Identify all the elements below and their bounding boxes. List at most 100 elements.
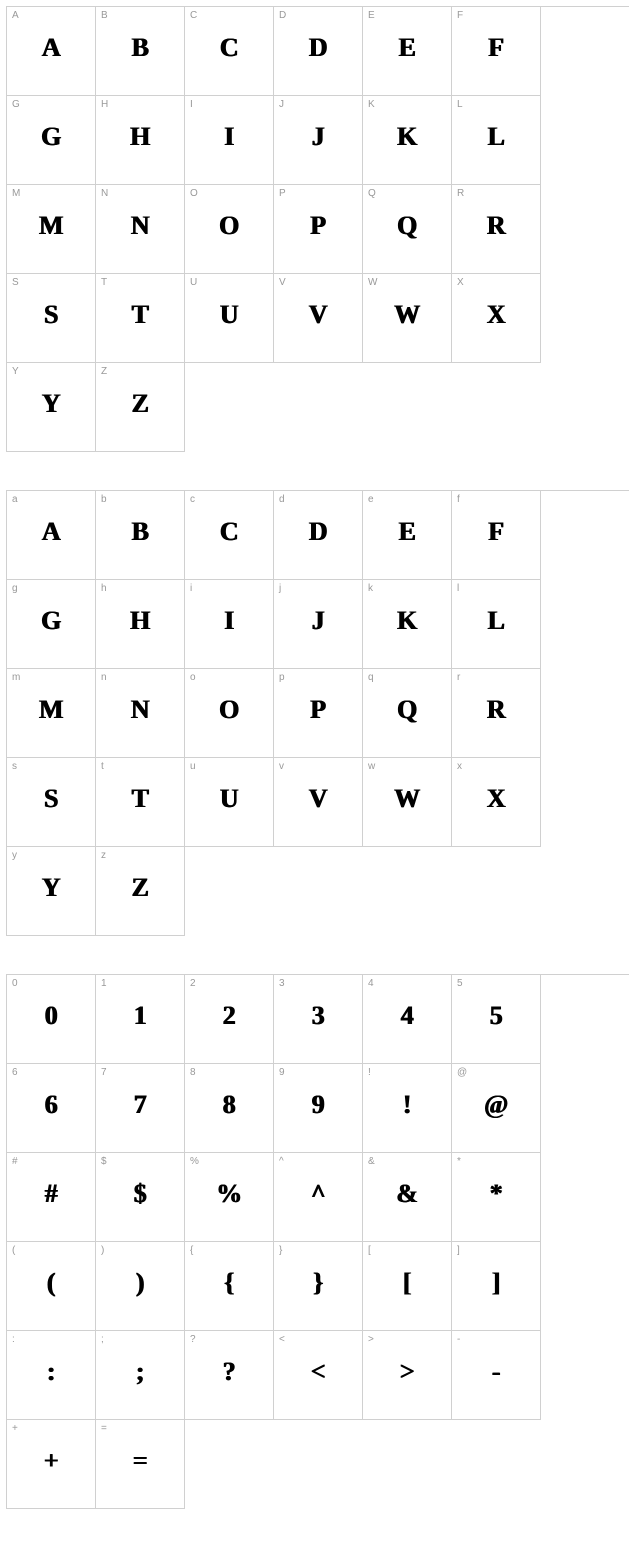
glyph-label: I [190,99,193,110]
glyph-display: + [7,1446,95,1476]
glyph-cell: NN [96,185,185,274]
glyph-label: @ [457,1067,467,1078]
glyph-display: O [185,695,273,725]
glyph-cell: ;; [96,1331,185,1420]
glyph-cell: qQ [363,669,452,758]
glyph-display: = [96,1446,184,1476]
glyph-display: F [452,33,540,63]
glyph-display: G [7,606,95,636]
glyph-label: S [12,277,19,288]
glyph-cell: OO [185,185,274,274]
glyph-label: K [368,99,375,110]
glyph-label: W [368,277,377,288]
glyph-display: Z [96,389,184,419]
glyph-cell: II [185,96,274,185]
glyph-label: n [101,672,107,683]
glyph-display: L [452,606,540,636]
glyph-label: 7 [101,1067,107,1078]
glyph-label: 6 [12,1067,18,1078]
glyph-cell: aA [7,491,96,580]
glyph-cell: WW [363,274,452,363]
character-map: AABBCCDDEEFFGGHHIIJJKKLLMMNNOOPPQQRRSSTT… [6,6,634,1509]
glyph-label: c [190,494,195,505]
glyph-display: R [452,695,540,725]
glyph-display: P [274,695,362,725]
glyph-display: 8 [185,1090,273,1120]
glyph-display: G [7,122,95,152]
glyph-label: : [12,1334,15,1345]
glyph-display: I [185,122,273,152]
glyph-cell: HH [96,96,185,185]
glyph-display: ] [452,1268,540,1298]
glyph-label: v [279,761,284,772]
glyph-cell: UU [185,274,274,363]
glyph-label: R [457,188,464,199]
glyph-label: G [12,99,20,110]
glyph-label: B [101,10,108,21]
glyph-cell: tT [96,758,185,847]
glyph-cell: 88 [185,1064,274,1153]
glyph-cell: BB [96,7,185,96]
glyph-cell: 66 [7,1064,96,1153]
glyph-display: > [363,1357,451,1387]
glyph-label: ( [12,1245,15,1256]
glyph-cell: 44 [363,975,452,1064]
glyph-cell: PP [274,185,363,274]
glyph-cell: 33 [274,975,363,1064]
glyph-label: h [101,583,107,594]
glyph-display: @ [452,1090,540,1120]
glyph-display: 3 [274,1001,362,1031]
glyph-cell: QQ [363,185,452,274]
glyph-label: # [12,1156,18,1167]
glyph-label: Q [368,188,376,199]
glyph-cell: xX [452,758,541,847]
section-numbers-symbols: 00112233445566778899!!@@##$$%%^^&&**(())… [6,974,634,1509]
glyph-label: q [368,672,374,683]
glyph-display: # [7,1179,95,1209]
glyph-display: 6 [7,1090,95,1120]
glyph-cell: yY [7,847,96,936]
glyph-cell: kK [363,580,452,669]
glyph-cell: 55 [452,975,541,1064]
section-uppercase: AABBCCDDEEFFGGHHIIJJKKLLMMNNOOPPQQRRSSTT… [6,6,634,452]
glyph-label: U [190,277,197,288]
glyph-label: x [457,761,462,772]
glyph-grid: aAbBcCdDeEfFgGhHiIjJkKlLmMnNoOpPqQrRsStT… [6,490,629,936]
glyph-display: ! [363,1090,451,1120]
glyph-cell: ^^ [274,1153,363,1242]
glyph-label: } [279,1245,282,1256]
glyph-display: Y [7,873,95,903]
glyph-cell: KK [363,96,452,185]
glyph-label: - [457,1334,460,1345]
glyph-cell: nN [96,669,185,758]
glyph-label: Y [12,366,19,377]
glyph-cell: zZ [96,847,185,936]
glyph-display: & [363,1179,451,1209]
glyph-cell: rR [452,669,541,758]
glyph-label: o [190,672,196,683]
glyph-display: { [185,1268,273,1298]
glyph-label: $ [101,1156,107,1167]
glyph-label: 3 [279,978,285,989]
glyph-label: ; [101,1334,104,1345]
glyph-label: 0 [12,978,18,989]
glyph-display: Z [96,873,184,903]
glyph-cell: CC [185,7,274,96]
glyph-display: U [185,784,273,814]
glyph-display: 9 [274,1090,362,1120]
glyph-display: D [274,517,362,547]
glyph-label: M [12,188,20,199]
glyph-label: z [101,850,106,861]
glyph-cell: pP [274,669,363,758]
glyph-label: P [279,188,286,199]
glyph-cell: vV [274,758,363,847]
glyph-cell: == [96,1420,185,1509]
glyph-display: N [96,211,184,241]
glyph-cell: eE [363,491,452,580]
glyph-label: D [279,10,286,21]
glyph-display: Y [7,389,95,419]
glyph-cell: SS [7,274,96,363]
glyph-label: O [190,188,198,199]
glyph-label: a [12,494,18,505]
glyph-grid: AABBCCDDEEFFGGHHIIJJKKLLMMNNOOPPQQRRSSTT… [6,6,629,452]
